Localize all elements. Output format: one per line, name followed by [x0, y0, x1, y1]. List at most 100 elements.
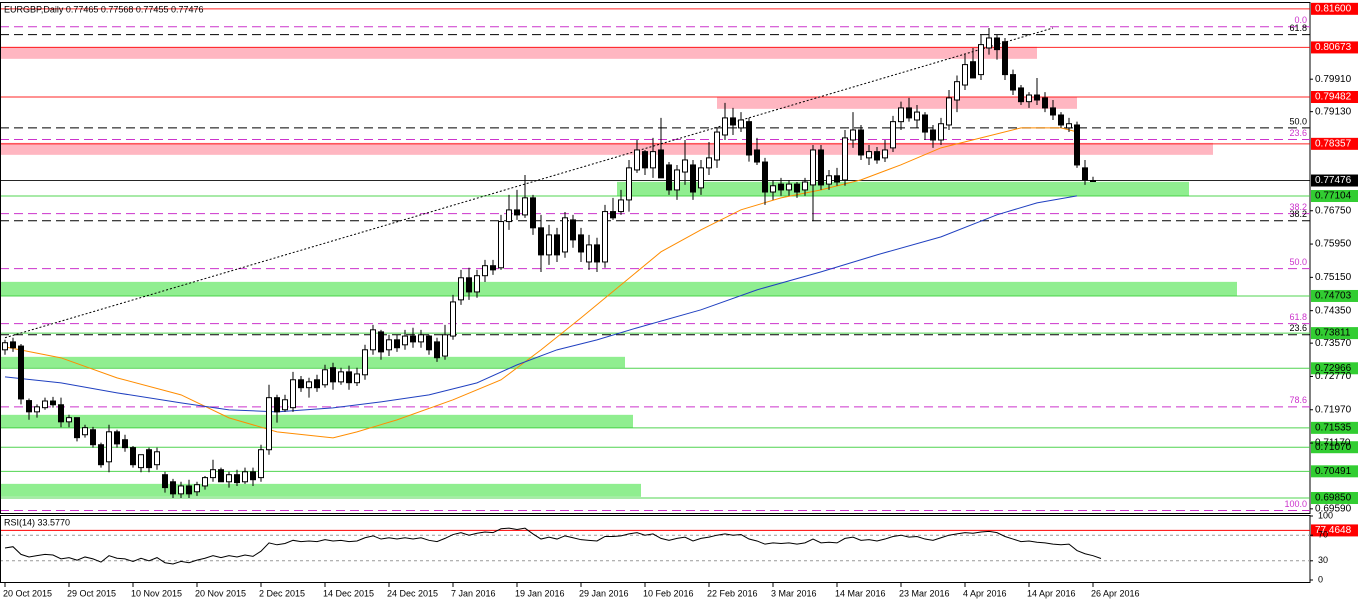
candle-body [1034, 94, 1040, 101]
level-label-box [1311, 137, 1358, 150]
candle-body [106, 431, 112, 463]
candle-body [66, 417, 72, 423]
candle-body [642, 151, 648, 169]
zone [1, 142, 1213, 155]
level-label-box [1311, 174, 1358, 187]
candle-body [282, 399, 288, 411]
candle-body [650, 151, 656, 169]
level-label-box [1311, 327, 1358, 340]
candle-body [786, 183, 792, 191]
level-label: 0.74703 [1315, 291, 1352, 302]
candle-body [962, 64, 968, 86]
x-tick-label: 22 Feb 2016 [707, 588, 758, 598]
rsi-y-tick-label: 30 [1318, 555, 1328, 565]
candle-body [538, 227, 544, 256]
candle-body [186, 485, 192, 495]
candle-body [1058, 114, 1064, 126]
y-tick-label: 0.71970 [1315, 404, 1352, 415]
candle-body [162, 474, 168, 489]
candle-body [922, 114, 928, 133]
candle-body [1002, 41, 1008, 76]
level-label: 0.69850 [1315, 493, 1352, 504]
candle-body [1018, 87, 1024, 103]
candle-body [1074, 124, 1080, 166]
candle-body [34, 406, 40, 413]
fib-label: 23.6 [1289, 323, 1307, 333]
candle-body [930, 129, 936, 141]
x-tick-label: 14 Apr 2016 [1027, 588, 1076, 598]
candle-body [946, 97, 952, 126]
candle-body [698, 167, 704, 189]
zone [617, 181, 1189, 196]
candle-body [426, 335, 432, 351]
y-tick-label: 0.75950 [1315, 239, 1352, 250]
candle-body [794, 183, 800, 193]
candle-body [274, 397, 280, 413]
candle-body [706, 157, 712, 169]
candle-body [754, 149, 760, 163]
candle-body [154, 451, 160, 466]
candle-body [690, 164, 696, 193]
candle-body [114, 431, 120, 445]
y-tick-label: 0.79130 [1315, 106, 1352, 117]
fib-label: 100.0 [1284, 499, 1307, 509]
candle-body [170, 481, 176, 495]
fib-label: 38.2 [1289, 209, 1307, 219]
y-tick-label: 0.75150 [1315, 272, 1352, 283]
fib-label: 61.8 [1289, 312, 1307, 322]
candle-body [738, 119, 744, 129]
candle-body [578, 234, 584, 253]
candle-body [74, 417, 80, 439]
candle-body [122, 439, 128, 449]
x-tick-label: 29 Jan 2016 [579, 588, 629, 598]
candle-body [138, 454, 144, 469]
candle-body [826, 175, 832, 185]
level-label-box [1311, 2, 1358, 15]
moving-average [4, 195, 1078, 413]
candle-body [82, 427, 88, 436]
fib-label: 50.0 [1289, 116, 1307, 126]
candle-body [474, 275, 480, 293]
candle-body [674, 169, 680, 191]
candle-body [1090, 180, 1096, 183]
candle-body [42, 400, 48, 409]
level-label-box [1311, 421, 1358, 434]
level-label: 0.71070 [1315, 442, 1352, 453]
candle-body [354, 373, 360, 384]
candle-body [714, 131, 720, 161]
candle-body [58, 404, 64, 423]
candle-body [202, 477, 208, 487]
candle-body [498, 221, 504, 269]
zone [1, 414, 633, 428]
level-label: 0.80673 [1315, 42, 1352, 53]
level-label: 0.73811 [1315, 328, 1351, 339]
price-plot: 0.0 23.6 38.2 50.0 61.8 78.6 100.0 61.8 50.0 38.2… [1, 8, 1310, 512]
candle-body [482, 265, 488, 277]
candle-body [314, 379, 320, 389]
x-tick-label: 10 Nov 2015 [131, 588, 182, 598]
candle-body [2, 342, 8, 351]
candle-body [266, 397, 272, 451]
level-label: 0.71535 [1315, 423, 1352, 434]
rsi-y-tick-label: 70 [1318, 530, 1328, 540]
candle-body [146, 449, 152, 469]
candle-body [394, 339, 400, 349]
candle-body [874, 151, 880, 161]
fib-label: 23.6 [1289, 128, 1307, 138]
rsi-pane-frame [0, 515, 1311, 583]
level-label-box [1311, 91, 1358, 104]
level-label-box [1311, 492, 1358, 505]
candle-body [842, 137, 848, 181]
candle-body [722, 117, 728, 136]
candle-body [506, 209, 512, 223]
candle-body [258, 449, 264, 479]
candle-body [378, 331, 384, 353]
level-label: 0.77476 [1315, 175, 1352, 186]
candle-body [450, 301, 456, 337]
x-tick-label: 2 Dec 2015 [259, 588, 305, 598]
candle-body [986, 37, 992, 49]
candle-body [98, 444, 104, 466]
y-tick-label: 0.74350 [1315, 305, 1352, 316]
candle-body [210, 469, 216, 479]
